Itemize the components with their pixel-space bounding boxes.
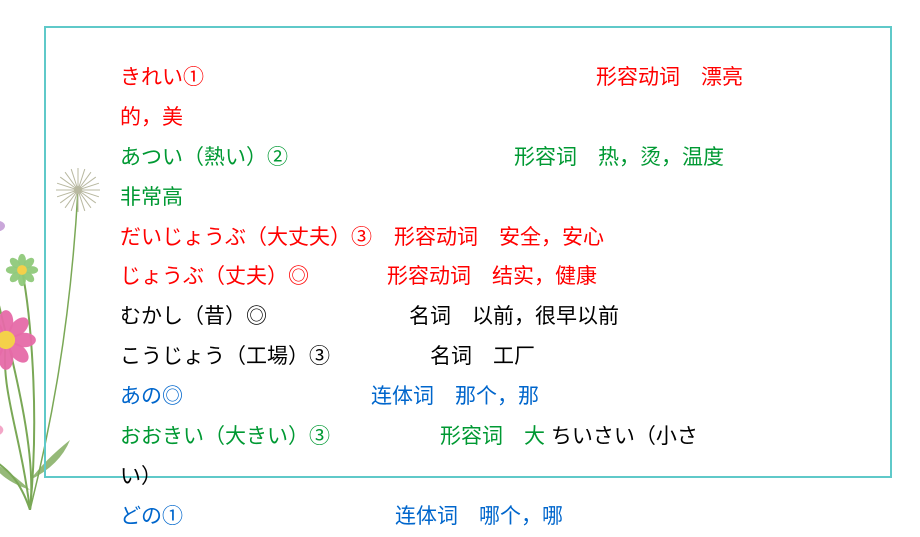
pos: 形容动词	[394, 226, 478, 249]
entry-daijoubu: だいじょうぶ（大丈夫）③ 形容动词 安全，安心	[120, 218, 862, 258]
meaning: 结实，健康	[492, 265, 597, 288]
entry-dono: どの① 连体词 哪个，哪	[120, 497, 862, 537]
entry-atsui: あつい（熱い）② 形容词 热，烫，温度	[120, 138, 862, 178]
meaning-part: 热，烫，温度	[598, 146, 724, 169]
tail-wrap: い）	[120, 465, 162, 488]
meaning-wrap: 的，美	[120, 106, 183, 129]
word: だいじょうぶ（大丈夫）③	[120, 226, 372, 249]
meaning-part: 漂亮	[701, 66, 743, 89]
meaning: 哪个，哪	[479, 505, 563, 528]
pos: 形容动词	[596, 66, 680, 89]
pos: 形容词	[440, 425, 503, 448]
word: あつい（熱い）②	[120, 146, 288, 169]
meaning: 大	[524, 425, 545, 448]
entry-ano: あの◎ 连体词 那个，那	[120, 377, 862, 417]
word: あの◎	[120, 385, 183, 408]
meaning: 工厂	[493, 345, 535, 368]
word: じょうぶ（丈夫）◎	[120, 265, 309, 288]
word: きれい①	[120, 66, 204, 89]
pos: 形容动词	[387, 265, 471, 288]
entry-kirei: きれい① 形容动词 漂亮	[120, 58, 862, 98]
entry-ookii: おおきい（大きい）③ 形容词 大 ちいさい（小さ	[120, 417, 862, 457]
meaning: 以前，很早以前	[472, 305, 619, 328]
entry-koujou: こうじょう（工場）③ 名词 工厂	[120, 337, 862, 377]
pos: 连体词	[395, 505, 458, 528]
meaning: 安全，安心	[499, 226, 604, 249]
tail-part: ちいさい（小さ	[545, 425, 698, 448]
entry-kirei-wrap: 的，美	[120, 98, 862, 138]
pos: 名词	[430, 345, 472, 368]
meaning-wrap: 非常高	[120, 186, 183, 209]
pos: 名词	[409, 305, 451, 328]
vocab-frame: きれい① 形容动词 漂亮 的，美 あつい（熱い）② 形容词 热，烫，温度 非常高 だ…	[44, 26, 892, 478]
word: こうじょう（工場）③	[120, 345, 330, 368]
word: おおきい（大きい）③	[120, 425, 330, 448]
entry-mukashi: むかし（昔）◎ 名词 以前，很早以前	[120, 297, 862, 337]
pos: 形容词	[514, 146, 577, 169]
entry-ookii-wrap: い）	[120, 457, 862, 497]
meaning: 那个，那	[455, 385, 539, 408]
entry-joubu: じょうぶ（丈夫）◎ 形容动词 结实，健康	[120, 257, 862, 297]
word: どの①	[120, 505, 183, 528]
entry-atsui-wrap: 非常高	[120, 178, 862, 218]
pos: 连体词	[371, 385, 434, 408]
word: むかし（昔）◎	[120, 305, 267, 328]
